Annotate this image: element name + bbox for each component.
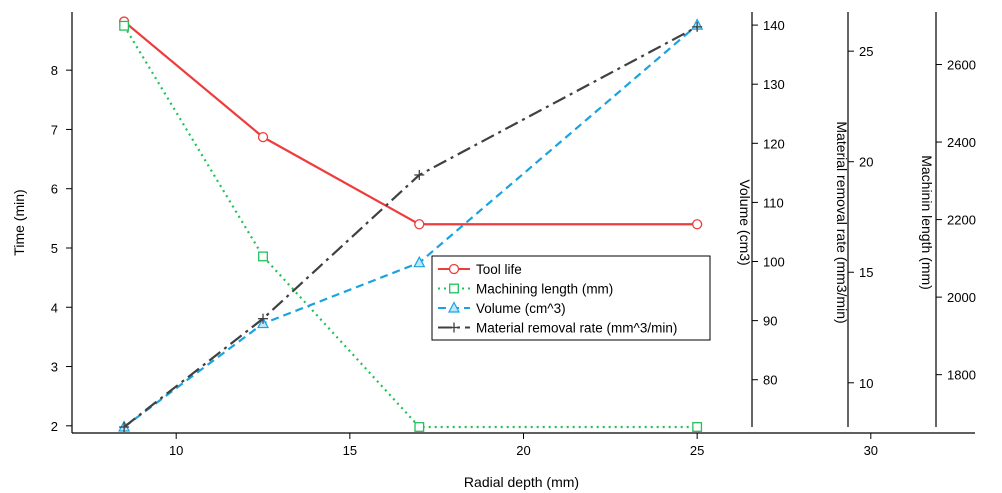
- legend-label: Volume (cm^3): [476, 301, 566, 316]
- legend: Tool life Machining length (mm) Volume (cm…: [431, 255, 711, 341]
- tool-life-point: [692, 219, 703, 230]
- volume-tick-label: 80: [763, 373, 777, 388]
- mrr-point: [692, 21, 703, 32]
- machining-length-point: [119, 20, 130, 31]
- axes-layer: 10 15 20 25 30 Radial depth (mm) 2 3 4 5 6 7 8 Time (…: [11, 12, 976, 490]
- time-tick-label: 3: [51, 360, 58, 375]
- mrr-tick-label: 15: [859, 265, 873, 280]
- machining-length-line: [123, 25, 698, 429]
- machining-length-point: [414, 422, 425, 432]
- mrr-series: [119, 21, 703, 432]
- legend-label: Tool life: [476, 262, 522, 277]
- time-tick-label: 7: [51, 122, 58, 137]
- volume-point: [413, 255, 426, 268]
- volume-tick-label: 130: [763, 77, 785, 92]
- legend-swatch-marker: [448, 301, 460, 313]
- mrr-point: [258, 313, 269, 324]
- length-tick-label: 2000: [947, 290, 976, 305]
- x-axis-title: Radial depth (mm): [464, 474, 579, 490]
- volume-tick-label: 140: [763, 18, 785, 33]
- volume-tick-label: 110: [763, 195, 784, 210]
- legend-box: [431, 255, 711, 341]
- legend-label: Material removal rate (mm^3/min): [476, 321, 677, 336]
- volume-tick-label: 100: [763, 255, 785, 270]
- tool-life-point: [257, 131, 269, 143]
- volume-axis-title: Volume (cm3): [737, 179, 753, 265]
- time-tick-label: 8: [51, 63, 58, 78]
- mrr-tick-label: 20: [859, 155, 873, 170]
- length-axis-title: Machinin length (mm): [919, 155, 935, 290]
- mrr-tick-label: 10: [859, 376, 873, 391]
- tool-life-series: [118, 16, 703, 230]
- legend-swatch-marker: [449, 283, 459, 294]
- x-tick-label: 20: [516, 443, 530, 458]
- legend-item-machining-length: Machining length (mm): [438, 282, 613, 297]
- time-axis-title: Time (min): [11, 189, 27, 255]
- time-tick-label: 4: [51, 300, 58, 315]
- machining-length-series: [119, 20, 703, 432]
- legend-item-mrr: Material removal rate (mm^3/min): [438, 321, 677, 336]
- legend-item-volume: Volume (cm^3): [438, 301, 566, 316]
- x-tick-label: 25: [690, 443, 704, 458]
- time-tick-label: 6: [51, 182, 58, 197]
- mrr-point: [414, 169, 425, 180]
- legend-label: Machining length (mm): [476, 282, 613, 297]
- length-tick-label: 1800: [947, 368, 976, 383]
- x-tick-label: 30: [864, 443, 878, 458]
- length-tick-label: 2200: [947, 213, 976, 228]
- volume-tick-label: 90: [763, 314, 777, 329]
- length-tick-label: 2600: [947, 58, 976, 73]
- legend-swatch-marker: [449, 322, 459, 333]
- x-tick-label: 10: [169, 443, 183, 458]
- volume-line: [123, 24, 698, 428]
- length-tick-label: 2400: [947, 135, 976, 150]
- machining-length-point: [258, 251, 268, 262]
- mrr-tick-label: 25: [859, 44, 873, 59]
- mrr-line: [123, 25, 698, 428]
- mrr-axis-title: Material removal rate (mm3/min): [834, 121, 850, 323]
- mrr-point: [119, 422, 130, 432]
- tool-life-line: [123, 20, 698, 226]
- time-tick-label: 5: [51, 241, 58, 256]
- machining-length-point: [692, 422, 703, 432]
- series-layer: [118, 16, 704, 432]
- tool-life-point: [414, 219, 425, 230]
- legend-item-tool-life: Tool life: [438, 262, 522, 277]
- legend-swatch-marker: [448, 263, 460, 275]
- volume-tick-label: 120: [763, 136, 785, 151]
- x-tick-label: 15: [343, 443, 357, 458]
- time-tick-label: 2: [51, 419, 58, 434]
